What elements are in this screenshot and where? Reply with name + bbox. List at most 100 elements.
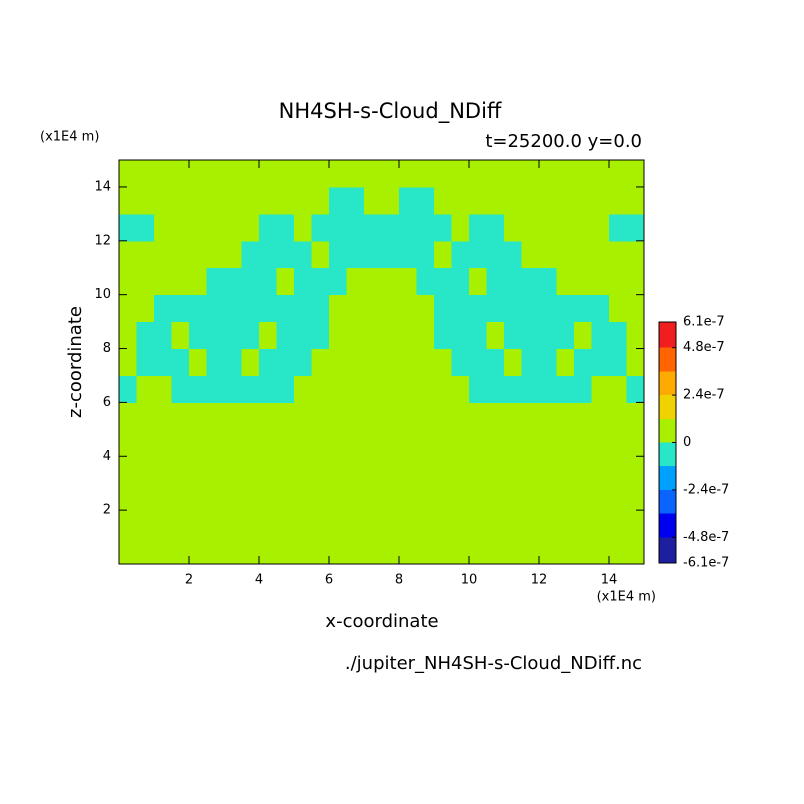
cell bbox=[416, 537, 435, 565]
y-tick-label: 2 bbox=[103, 503, 111, 518]
cell bbox=[329, 510, 347, 538]
cell bbox=[609, 160, 627, 188]
cell bbox=[609, 186, 627, 215]
cell bbox=[171, 456, 190, 484]
cell bbox=[451, 429, 470, 457]
cell bbox=[241, 321, 260, 350]
cell bbox=[189, 483, 207, 511]
cell bbox=[171, 348, 190, 376]
cell bbox=[171, 483, 190, 511]
cell bbox=[259, 321, 277, 350]
colorbar: 6.1e-7 4.8e-7 2.4e-7 0 -2.4e-7 -4.8e-7 -6.1e-7 bbox=[658, 315, 729, 571]
cell bbox=[311, 240, 330, 269]
cell bbox=[241, 186, 260, 215]
cell bbox=[259, 456, 277, 484]
cell bbox=[224, 160, 242, 188]
cell bbox=[504, 375, 522, 403]
cell bbox=[189, 213, 207, 242]
cell bbox=[154, 240, 172, 269]
cell bbox=[556, 294, 575, 323]
cell bbox=[154, 321, 172, 350]
cell bbox=[346, 510, 365, 538]
cell bbox=[521, 348, 540, 376]
cell bbox=[469, 240, 487, 269]
cell bbox=[521, 213, 540, 242]
colorbar-label: -6.1e-7 bbox=[683, 556, 729, 571]
cell bbox=[119, 160, 137, 188]
cell bbox=[556, 510, 575, 538]
cell bbox=[224, 483, 242, 511]
cell bbox=[364, 348, 382, 376]
cell bbox=[451, 537, 470, 565]
cell bbox=[521, 160, 540, 188]
cell bbox=[294, 186, 312, 215]
cell bbox=[451, 456, 470, 484]
cell bbox=[434, 240, 452, 269]
cell bbox=[609, 537, 627, 565]
cell bbox=[416, 429, 435, 457]
cell bbox=[241, 267, 260, 296]
cell bbox=[294, 429, 312, 457]
cell bbox=[504, 402, 522, 430]
cell bbox=[206, 186, 225, 215]
y-tick-label: 4 bbox=[103, 449, 111, 464]
cell bbox=[399, 456, 417, 484]
cell bbox=[609, 240, 627, 269]
cell bbox=[539, 294, 557, 323]
cell bbox=[539, 186, 557, 215]
cell bbox=[469, 213, 487, 242]
cell bbox=[521, 537, 540, 565]
plot-border bbox=[118, 159, 645, 565]
cell bbox=[399, 537, 417, 565]
cell bbox=[591, 510, 610, 538]
cell bbox=[574, 456, 592, 484]
cell bbox=[364, 537, 382, 565]
cell bbox=[451, 267, 470, 296]
cell bbox=[171, 240, 190, 269]
cell bbox=[609, 375, 627, 403]
cell bbox=[486, 456, 505, 484]
cell bbox=[259, 294, 277, 323]
cell bbox=[451, 375, 470, 403]
cell bbox=[434, 321, 452, 350]
cell bbox=[451, 402, 470, 430]
cell bbox=[224, 267, 242, 296]
cell bbox=[154, 429, 172, 457]
cell bbox=[591, 186, 610, 215]
cell bbox=[399, 186, 417, 215]
cell bbox=[574, 375, 592, 403]
cell bbox=[276, 456, 295, 484]
cell bbox=[574, 348, 592, 376]
cell bbox=[591, 348, 610, 376]
cell bbox=[486, 267, 505, 296]
cell bbox=[154, 456, 172, 484]
cell bbox=[364, 294, 382, 323]
cell bbox=[311, 160, 330, 188]
cell bbox=[469, 375, 487, 403]
cell bbox=[119, 186, 137, 215]
cell bbox=[626, 294, 645, 323]
cell bbox=[154, 375, 172, 403]
x-tick-label: 4 bbox=[255, 573, 263, 588]
cell bbox=[294, 213, 312, 242]
cell bbox=[311, 348, 330, 376]
cell bbox=[574, 321, 592, 350]
cell bbox=[416, 240, 435, 269]
cell bbox=[364, 160, 382, 188]
cell bbox=[364, 456, 382, 484]
cell bbox=[574, 267, 592, 296]
cell bbox=[381, 186, 400, 215]
cell bbox=[399, 510, 417, 538]
cell bbox=[171, 160, 190, 188]
cell bbox=[311, 375, 330, 403]
cell bbox=[399, 375, 417, 403]
cell bbox=[486, 510, 505, 538]
cell bbox=[294, 456, 312, 484]
cell bbox=[416, 186, 435, 215]
cell bbox=[259, 348, 277, 376]
cell bbox=[381, 510, 400, 538]
cell bbox=[504, 348, 522, 376]
cell bbox=[136, 456, 155, 484]
cell bbox=[381, 537, 400, 565]
cell bbox=[346, 160, 365, 188]
